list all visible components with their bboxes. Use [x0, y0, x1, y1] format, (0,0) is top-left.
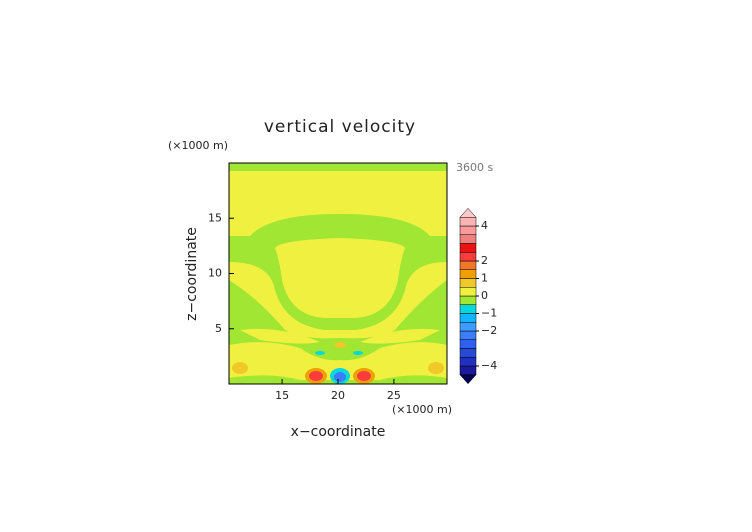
colorbar-box: [459, 252, 477, 262]
colorbar-box: [459, 313, 477, 323]
colorbar-box: [459, 304, 477, 314]
chart-title: vertical velocity: [264, 117, 416, 137]
x-tick-label: 20: [331, 389, 345, 402]
field-region: [428, 362, 444, 374]
colorbar-box: [459, 348, 477, 358]
colorbar-box: [459, 217, 477, 227]
x-tick-label: 15: [275, 389, 289, 402]
colorbar-box: [459, 278, 477, 288]
y-tick-label: 10: [208, 267, 222, 280]
colorbar-tick-label: 1: [481, 272, 488, 285]
colorbar-tick-label: 0: [481, 289, 488, 302]
field-region: [232, 362, 248, 374]
colorbar-box: [459, 234, 477, 244]
colorbar-box: [459, 330, 477, 340]
colorbar-box: [459, 365, 477, 375]
y-tick-label: 15: [208, 211, 222, 224]
colorbar-box: [459, 295, 477, 305]
colorbar-box: [459, 243, 477, 253]
y-axis-label: z−coordinate: [184, 227, 200, 321]
colorbar-tick-label: 2: [481, 254, 488, 267]
contour-field: [228, 162, 448, 385]
colorbar-box: [459, 357, 477, 367]
field-region: [229, 342, 447, 380]
field-region: [315, 351, 325, 355]
x-axis-label: x−coordinate: [291, 424, 386, 440]
field-region: [309, 371, 323, 381]
colorbar-box: [459, 339, 477, 349]
field-region: [334, 342, 346, 348]
colorbar-tick-label: −1: [481, 307, 497, 320]
y-unit: (×1000 m): [168, 139, 228, 152]
x-unit: (×1000 m): [392, 403, 452, 416]
field-region: [275, 238, 405, 318]
colorbar-box: [459, 269, 477, 279]
field-region: [229, 163, 447, 171]
y-tick-label: 5: [215, 322, 222, 335]
x-tick-label: 25: [387, 389, 401, 402]
colorbar-box: [459, 225, 477, 235]
colorbar-tick-label: 4: [481, 219, 488, 232]
field-region: [353, 351, 363, 355]
field-region: [357, 371, 371, 381]
field-region: [324, 296, 356, 318]
colorbar-tick-label: −2: [481, 324, 497, 337]
colorbar-under: [459, 374, 477, 385]
field-region: [334, 372, 346, 382]
colorbar-box: [459, 322, 477, 332]
colorbar-box: [459, 287, 477, 297]
colorbar-over: [459, 207, 477, 218]
colorbar-box: [459, 260, 477, 270]
field-region: [240, 328, 440, 344]
colorbar-tick-label: −4: [481, 359, 497, 372]
time-label: 3600 s: [456, 161, 493, 174]
